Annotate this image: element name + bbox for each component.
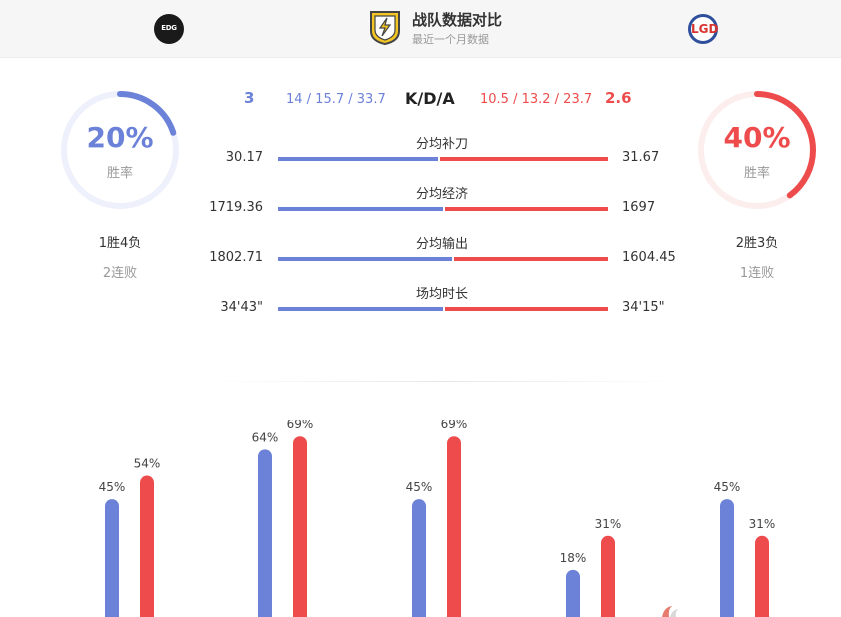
left-win-rate-arc	[61, 91, 179, 209]
left-win-rate-label: 胜率	[106, 166, 133, 181]
stat-name: 场均时长	[415, 287, 468, 302]
left-record: 1胜4负	[98, 236, 142, 251]
kda-row: 3 14 / 15.7 / 33.7 K/D/A 10.5 / 13.2 / 2…	[0, 89, 841, 109]
stat-right-value: 34'15"	[622, 300, 665, 315]
stat-left-value: 1802.71	[209, 250, 263, 265]
left-bar-3	[412, 499, 426, 617]
section-divider	[210, 381, 680, 382]
right-win-rate-arc	[698, 91, 816, 209]
lgd-logo-text: LGD	[691, 22, 719, 36]
stat-bar	[278, 307, 608, 311]
right-bar-4	[601, 535, 615, 617]
bar-value-label: 69%	[287, 420, 314, 431]
stat-left-value: 30.17	[225, 150, 263, 165]
stat-right-value: 1697	[622, 200, 656, 215]
left-bar-2	[258, 449, 272, 617]
stat-right-bar	[440, 157, 608, 161]
bar-value-label: 31%	[595, 517, 622, 531]
stat-row-cs: 分均补刀 30.17 31.67	[0, 133, 841, 165]
stat-name: 分均经济	[415, 187, 468, 202]
right-bar-1	[140, 475, 154, 617]
header: EDG 战队数据对比 最近一个月数据 LGD	[0, 0, 841, 58]
right-streak: 1连败	[739, 266, 775, 281]
stat-left-bar	[278, 257, 452, 261]
left-bar-5	[720, 499, 734, 617]
left-ring-graphic	[61, 91, 179, 209]
right-bar-2	[293, 436, 307, 617]
right-win-rate: 40%	[723, 121, 791, 154]
stat-row-damage: 分均输出 1802.71 1604.45	[0, 233, 841, 265]
bar-value-label: 31%	[749, 517, 776, 531]
watermark-icon	[662, 606, 678, 617]
bar-value-label: 45%	[99, 480, 126, 494]
stat-left-bar	[278, 307, 443, 311]
lightning-shield-icon	[370, 11, 400, 45]
left-streak: 2连败	[102, 266, 138, 281]
page-subtitle: 最近一个月数据	[412, 33, 489, 46]
right-bar-3	[447, 436, 461, 617]
edg-team-logo[interactable]: EDG	[154, 14, 184, 44]
right-win-rate-label: 胜率	[743, 166, 770, 181]
bar-value-label: 69%	[441, 420, 468, 431]
stat-right-bar	[454, 257, 608, 261]
comparison-bar-chart: 45% 64% 45% 18% 45% 54% 69% 69% 31% 31%	[99, 420, 776, 617]
page-title: 战队数据对比	[412, 11, 503, 29]
stat-row-duration: 场均时长 34'43" 34'15"	[0, 283, 841, 315]
right-kda-values: 10.5 / 13.2 / 23.7	[480, 92, 593, 107]
right-win-rate-ring: 40% 胜率	[695, 88, 819, 212]
stat-bar	[278, 257, 608, 261]
left-win-rate: 20%	[86, 121, 154, 154]
right-bar-5	[755, 535, 769, 617]
right-kda-ratio: 2.6	[605, 89, 632, 107]
left-kda-values: 14 / 15.7 / 33.7	[286, 92, 386, 107]
right-ring-graphic	[698, 91, 816, 209]
bar-value-label: 45%	[714, 480, 741, 494]
left-kda-ratio: 3	[244, 89, 255, 107]
stat-left-value: 34'43"	[220, 300, 263, 315]
stat-name: 分均输出	[415, 237, 468, 252]
bar-value-label: 64%	[252, 430, 279, 444]
stat-left-value: 1719.36	[209, 200, 263, 215]
bar-value-label: 18%	[560, 551, 587, 565]
kda-label: K/D/A	[405, 89, 455, 108]
edg-logo-text: EDG	[161, 24, 177, 32]
stat-right-value: 1604.45	[622, 250, 676, 265]
stat-right-value: 31.67	[622, 150, 660, 165]
left-win-rate-ring: 20% 胜率	[58, 88, 182, 212]
right-record: 2胜3负	[735, 236, 779, 251]
stat-left-bar	[278, 207, 443, 211]
stat-name: 分均补刀	[415, 137, 468, 152]
left-bar-1	[105, 499, 119, 617]
stat-bar	[278, 207, 608, 211]
bar-value-label: 45%	[406, 480, 433, 494]
left-bar-4	[566, 569, 580, 617]
bar-value-label: 54%	[134, 457, 161, 471]
stat-bar	[278, 157, 608, 161]
stat-right-bar	[445, 207, 608, 211]
stat-right-bar	[445, 307, 608, 311]
lgd-team-logo[interactable]: LGD	[688, 14, 718, 44]
stat-row-gold: 分均经济 1719.36 1697	[0, 183, 841, 215]
stat-left-bar	[278, 157, 438, 161]
